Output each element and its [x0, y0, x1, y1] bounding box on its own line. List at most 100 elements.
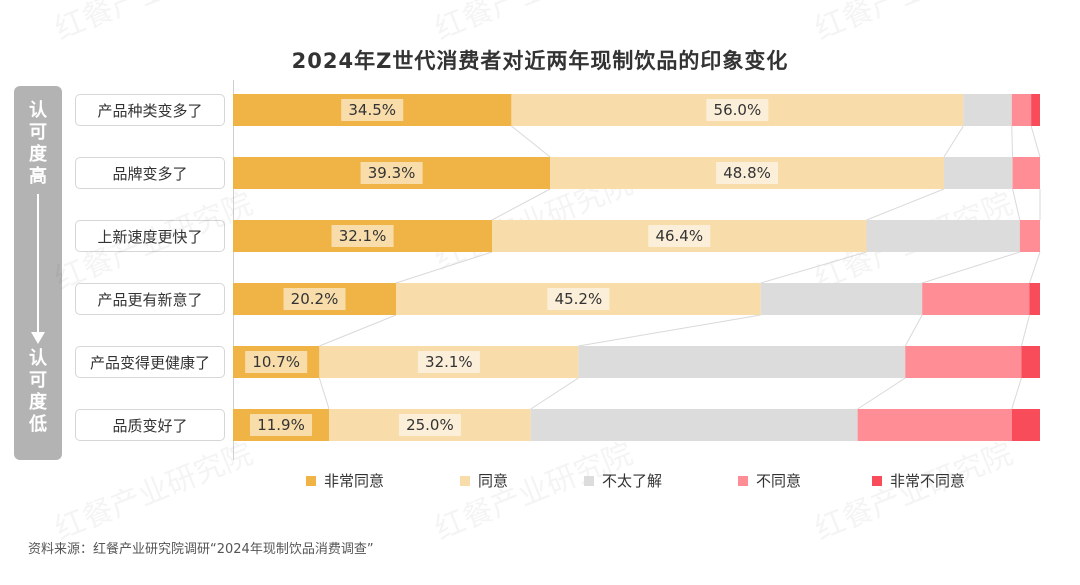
category-label: 产品变得更健康了	[75, 346, 225, 378]
legend-swatch	[738, 475, 748, 486]
data-label-text: 32.1%	[425, 353, 473, 371]
data-label-text: 39.3%	[368, 164, 416, 182]
watermark-text: 红餐产业研究院	[50, 186, 258, 297]
data-label-background	[245, 351, 308, 373]
bar-segment	[1011, 94, 1032, 126]
data-label: 11.9%	[250, 414, 313, 436]
low-approval-text: 认可度低	[29, 348, 47, 435]
bar-segment	[1019, 220, 1040, 252]
connector-line	[511, 125, 551, 158]
connector-line	[530, 377, 579, 410]
scale-line	[37, 194, 39, 334]
data-label-background	[360, 162, 423, 184]
bar-segment	[1011, 409, 1040, 441]
category-label: 产品更有新意了	[75, 283, 225, 315]
data-label-background	[283, 288, 346, 310]
watermark-text: 红餐产业研究院	[50, 436, 258, 547]
bar-segment	[1029, 283, 1040, 315]
data-label-background	[648, 225, 711, 247]
watermark-text: 红餐产业研究院	[810, 436, 1018, 547]
category-axis-line	[233, 80, 234, 460]
bar-segment	[905, 346, 1022, 378]
category-label: 产品种类变多了	[75, 94, 225, 126]
connector-line	[1029, 251, 1041, 284]
high-approval-text: 认可度高	[29, 100, 47, 187]
legend-swatch	[584, 475, 594, 486]
bar-segment	[963, 94, 1012, 126]
data-label: 32.1%	[331, 225, 394, 247]
legend-swatch	[460, 475, 470, 486]
data-label-text: 56.0%	[714, 101, 762, 119]
watermark-text: 红餐产业研究院	[810, 0, 1018, 47]
data-label-text: 20.2%	[291, 290, 339, 308]
data-label-background	[341, 99, 404, 121]
data-label: 25.0%	[398, 414, 461, 436]
legend-swatch	[306, 475, 316, 486]
data-label-background	[398, 414, 461, 436]
data-label: 46.4%	[648, 225, 711, 247]
chart-title: 2024年Z世代消费者对近两年现制饮品的印象变化	[291, 49, 789, 73]
data-label-text: 11.9%	[257, 416, 305, 434]
connector-line	[1011, 125, 1014, 158]
data-label: 39.3%	[360, 162, 423, 184]
data-label-background	[706, 99, 769, 121]
connector-line	[866, 188, 945, 221]
bar-segment	[1021, 346, 1040, 378]
connector-line	[1030, 125, 1041, 158]
connector-line	[491, 188, 551, 221]
legend-item: 不同意	[738, 470, 801, 491]
legend-label: 非常不同意	[890, 472, 966, 490]
connector-line	[760, 251, 867, 284]
data-label: 32.1%	[417, 351, 480, 373]
data-label-text: 34.5%	[348, 101, 396, 119]
watermark-text: 红餐产业研究院	[430, 436, 638, 547]
legend-label: 非常同意	[324, 472, 385, 490]
category-label: 上新速度更快了	[75, 220, 225, 252]
connector-line	[857, 377, 906, 410]
legend-label: 不同意	[756, 472, 802, 490]
connector-line	[1020, 314, 1030, 347]
data-label-text: 48.8%	[723, 164, 771, 182]
legend-label: 同意	[478, 472, 509, 490]
connector-line	[578, 314, 761, 347]
data-label: 34.5%	[341, 99, 404, 121]
bar-segment	[857, 409, 1012, 441]
legend-label: 不太了解	[602, 472, 663, 490]
watermark-text: 红餐产业研究院	[430, 0, 638, 47]
data-label: 10.7%	[245, 351, 308, 373]
data-label: 48.8%	[716, 162, 779, 184]
legend-item: 非常同意	[306, 470, 384, 491]
legend-item: 不太了解	[584, 470, 662, 491]
connector-line	[922, 251, 1020, 284]
data-label-background	[417, 351, 480, 373]
connector-line	[319, 314, 397, 347]
data-label-background	[250, 414, 313, 436]
connector-line	[1012, 188, 1021, 221]
data-label: 56.0%	[706, 99, 769, 121]
connector-line	[395, 251, 493, 284]
legend-item: 同意	[460, 470, 508, 491]
low-approval-label: 认可度低	[14, 348, 62, 436]
category-label: 品质变好了	[75, 409, 225, 441]
data-label-text: 45.2%	[555, 290, 603, 308]
bar-segment	[760, 283, 923, 315]
connector-line	[1011, 377, 1022, 410]
data-label-text: 32.1%	[339, 227, 387, 245]
data-label-background	[716, 162, 779, 184]
data-label-background	[547, 288, 610, 310]
high-approval-label: 认可度高	[14, 100, 62, 188]
bar-segment	[922, 283, 1030, 315]
bar-segment	[943, 157, 1013, 189]
watermark-text: 红餐产业研究院	[50, 0, 258, 47]
legend-swatch	[872, 475, 882, 486]
data-label-text: 46.4%	[655, 227, 703, 245]
data-label-background	[331, 225, 394, 247]
bar-segment	[1012, 157, 1040, 189]
bar-segment	[530, 409, 858, 441]
source-note: 资料来源：红餐产业研究院调研“2024年现制饮品消费调查”	[28, 542, 374, 557]
approval-scale-bar: 认可度高 认可度低	[14, 86, 62, 460]
bar-segment	[866, 220, 1020, 252]
data-label-text: 10.7%	[252, 353, 300, 371]
connector-line	[943, 125, 964, 158]
